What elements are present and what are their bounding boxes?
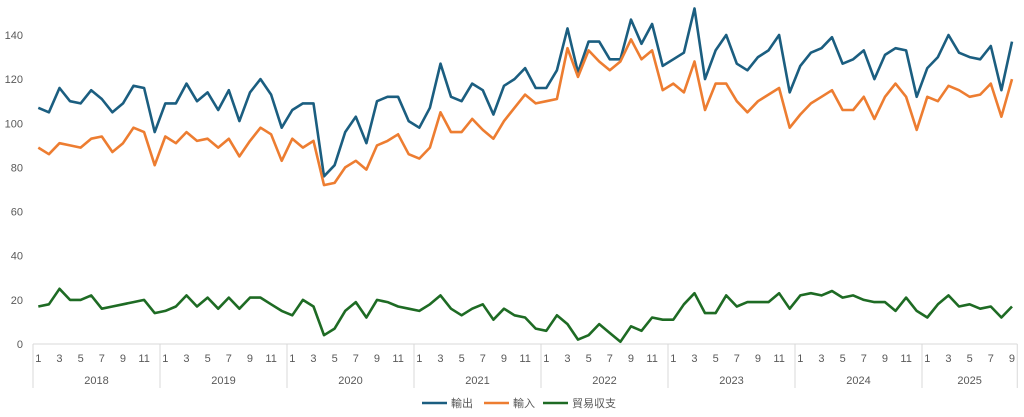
month-tick-label: 5 (459, 353, 465, 365)
month-tick-label: 3 (564, 353, 570, 365)
month-tick-label: 1 (416, 353, 422, 365)
y-tick-label: 140 (5, 30, 23, 42)
legend: 輸出 輸入 貿易収支 (422, 396, 616, 410)
month-tick-label: 7 (861, 353, 867, 365)
month-tick-label: 9 (628, 353, 634, 365)
year-label: 2018 (84, 375, 108, 387)
month-tick-label: 3 (183, 353, 189, 365)
legend-item-2: 貿易収支 (543, 397, 616, 410)
month-tick-label: 3 (310, 353, 316, 365)
month-tick-label: 5 (205, 353, 211, 365)
month-tick-label: 7 (988, 353, 994, 365)
legend-label: 輸入 (513, 396, 535, 410)
month-tick-label: 9 (120, 353, 126, 365)
month-tick-label: 1 (543, 353, 549, 365)
month-tick-label: 9 (1009, 353, 1015, 365)
series-lines (37, 7, 1014, 344)
month-tick-label: 7 (226, 353, 232, 365)
year-label: 2024 (846, 375, 870, 387)
month-tick-label: 5 (967, 353, 973, 365)
month-tick-label: 7 (99, 353, 105, 365)
month-tick-label: 5 (713, 353, 719, 365)
year-label: 2022 (592, 375, 616, 387)
month-tick-label: 5 (840, 353, 846, 365)
series-line-1 (37, 38, 1014, 187)
month-tick-label: 3 (691, 353, 697, 365)
month-tick-label: 11 (646, 353, 657, 365)
series-line-2 (38, 287, 1013, 344)
month-tick-label: 1 (289, 353, 295, 365)
y-axis: 0 20 40 60 80 100 120 140 (5, 30, 23, 351)
month-tick-label: 1 (924, 353, 930, 365)
year-label: 2025 (957, 375, 981, 387)
month-tick-label: 1 (797, 353, 803, 365)
y-tick-label: 60 (11, 207, 23, 219)
year-label: 2021 (465, 375, 489, 387)
month-tick-label: 11 (773, 353, 784, 365)
month-tick-label: 1 (670, 353, 676, 365)
month-tick-label: 11 (900, 353, 911, 365)
year-label: 2020 (338, 375, 362, 387)
y-tick-label: 20 (11, 295, 23, 307)
month-tick-label: 7 (353, 353, 359, 365)
y-tick-label: 0 (17, 339, 23, 351)
month-tick-label: 1 (35, 353, 41, 365)
month-tick-label: 11 (265, 353, 276, 365)
month-tick-label: 9 (247, 353, 253, 365)
legend-item-0: 輸出 (422, 396, 473, 410)
y-tick-label: 100 (5, 118, 23, 130)
legend-label: 輸出 (451, 396, 473, 410)
y-tick-label: 80 (11, 162, 23, 174)
month-tick-label: 9 (882, 353, 888, 365)
month-tick-label: 5 (332, 353, 338, 365)
month-tick-label: 7 (480, 353, 486, 365)
month-tick-label: 1 (162, 353, 168, 365)
month-tick-label: 3 (437, 353, 443, 365)
month-tick-label: 7 (734, 353, 740, 365)
month-tick-label: 11 (519, 353, 530, 365)
month-tick-label: 5 (586, 353, 592, 365)
year-label: 2019 (211, 375, 235, 387)
month-tick-label: 3 (818, 353, 824, 365)
month-tick-label: 9 (374, 353, 380, 365)
y-tick-label: 40 (11, 251, 23, 263)
month-tick-label: 11 (392, 353, 403, 365)
year-label: 2023 (719, 375, 743, 387)
month-tick-label: 9 (501, 353, 507, 365)
y-tick-label: 120 (5, 74, 23, 86)
month-tick-label: 9 (755, 353, 761, 365)
month-tick-label: 3 (56, 353, 62, 365)
legend-item-1: 輸入 (484, 396, 535, 410)
month-tick-label: 11 (138, 353, 149, 365)
month-tick-label: 7 (607, 353, 613, 365)
month-tick-label: 3 (945, 353, 951, 365)
month-tick-label: 5 (78, 353, 84, 365)
legend-label: 貿易収支 (572, 397, 616, 410)
series-line-0 (37, 7, 1014, 178)
